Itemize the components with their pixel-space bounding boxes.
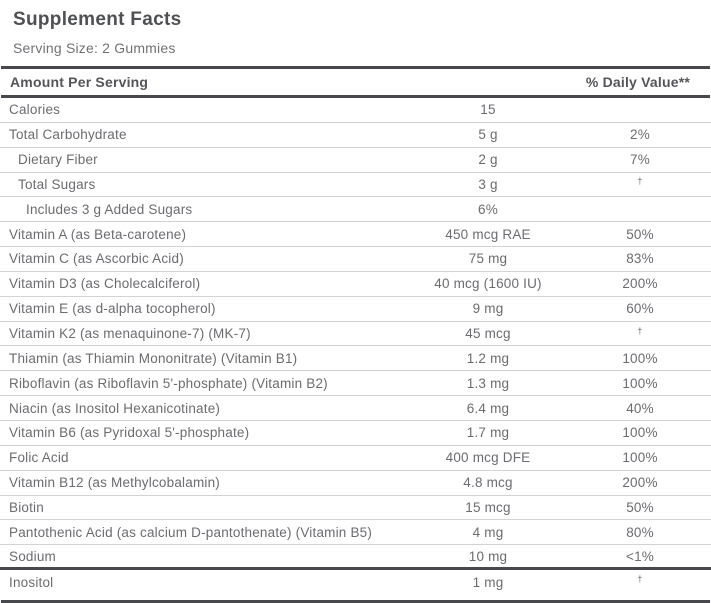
nutrient-label: Vitamin K2 (as menaquinone-7) (MK-7) <box>9 326 251 342</box>
table-row: Dietary Fiber 2 g 7% <box>0 148 711 173</box>
table-header-row: Amount Per Serving % Daily Value** <box>0 69 711 95</box>
table-row: Biotin 15 mcg 50% <box>0 496 711 521</box>
table-row: Vitamin B12 (as Methylcobalamin) 4.8 mcg… <box>0 471 711 496</box>
nutrient-amount: 3 g <box>478 176 498 192</box>
nutrient-daily-value: † <box>637 574 643 585</box>
nutrient-label: Total Carbohydrate <box>9 127 127 143</box>
nutrient-label: Niacin (as Inositol Hexanicotinate) <box>9 400 221 416</box>
table-row: Total Sugars 3 g † <box>0 173 711 198</box>
thick-divider-header <box>1 95 710 98</box>
nutrient-amount: 15 <box>480 102 496 118</box>
table-row: Vitamin C (as Ascorbic Acid) 75 mg 83% <box>0 247 711 272</box>
nutrient-amount: 450 mcg RAE <box>445 226 531 242</box>
nutrient-amount: 10 mg <box>468 548 508 564</box>
nutrient-daily-value: 2% <box>630 127 650 143</box>
nutrient-amount: 75 mg <box>468 251 508 267</box>
table-row: Vitamin D3 (as Cholecalciferol) 40 mcg (… <box>0 272 711 297</box>
nutrient-amount: 4 mg <box>472 524 504 540</box>
nutrient-label: Dietary Fiber <box>18 152 98 168</box>
nutrient-daily-value: 80% <box>626 524 654 540</box>
nutrient-daily-value: 200% <box>622 475 658 491</box>
nutrient-rows: Calories 15 Total Carbohydrate 5 g 2% Di… <box>0 98 711 595</box>
table-row: Vitamin B6 (as Pyridoxal 5'-phosphate) 1… <box>0 421 711 446</box>
nutrient-amount: 9 mg <box>472 301 504 317</box>
nutrient-label: Biotin <box>9 499 44 515</box>
table-row: Includes 3 g Added Sugars 6% <box>0 197 711 223</box>
nutrient-amount: 15 mcg <box>465 499 511 515</box>
nutrient-amount: 1.7 mg <box>466 425 510 441</box>
table-row: Vitamin K2 (as menaquinone-7) (MK-7) 45 … <box>0 322 711 347</box>
nutrient-label: Vitamin D3 (as Cholecalciferol) <box>9 276 201 292</box>
nutrient-daily-value: 100% <box>622 425 658 441</box>
nutrient-amount: 5 g <box>478 127 498 143</box>
nutrient-amount: 45 mcg <box>465 326 511 342</box>
nutrient-label: Calories <box>9 102 61 118</box>
thick-divider-top <box>1 66 710 69</box>
nutrient-label: Thiamin (as Thiamin Mononitrate) (Vitami… <box>9 350 298 366</box>
daily-value-header: % Daily Value** <box>585 74 690 90</box>
nutrient-amount: 40 mcg (1600 IU) <box>434 276 542 292</box>
nutrient-amount: 6% <box>478 201 498 217</box>
nutrient-daily-value: † <box>637 176 643 187</box>
nutrient-label: Vitamin B12 (as Methylcobalamin) <box>9 475 220 491</box>
table-row: Pantothenic Acid (as calcium D-pantothen… <box>0 520 711 546</box>
table-row: Sodium 10 mg <1% <box>0 545 711 571</box>
nutrient-label: Pantothenic Acid (as calcium D-pantothen… <box>9 524 373 540</box>
table-row: Vitamin A (as Beta-carotene) 450 mcg RAE… <box>0 222 711 248</box>
nutrient-amount: 1.3 mg <box>466 375 510 391</box>
nutrient-daily-value: † <box>637 325 643 336</box>
nutrient-label: Vitamin E (as d-alpha tocopherol) <box>9 301 216 317</box>
serving-size-text: Serving Size: 2 Gummies <box>13 40 176 56</box>
nutrient-daily-value: 100% <box>622 375 658 391</box>
table-row: Calories 15 <box>0 98 711 123</box>
table-row: Total Carbohydrate 5 g 2% <box>0 123 711 148</box>
table-row: Riboflavin (as Riboflavin 5'-phosphate) … <box>0 371 711 397</box>
nutrient-label: Includes 3 g Added Sugars <box>26 201 193 217</box>
nutrient-label: Inositol <box>9 574 54 590</box>
nutrient-daily-value: 7% <box>630 152 650 168</box>
nutrient-daily-value: 100% <box>622 450 658 466</box>
nutrient-label: Vitamin C (as Ascorbic Acid) <box>9 251 184 267</box>
nutrient-daily-value: 50% <box>626 226 654 242</box>
nutrient-daily-value: 83% <box>626 251 654 267</box>
nutrient-amount: 4.8 mcg <box>463 475 513 491</box>
nutrient-label: Total Sugars <box>18 176 96 192</box>
table-row: Folic Acid 400 mcg DFE 100% <box>0 446 711 471</box>
table-row: Thiamin (as Thiamin Mononitrate) (Vitami… <box>0 346 711 372</box>
thick-divider-bottom <box>1 599 710 603</box>
nutrient-label: Folic Acid <box>9 450 69 466</box>
nutrient-amount: 6.4 mg <box>466 400 510 416</box>
nutrient-daily-value: <1% <box>626 548 654 564</box>
panel-title: Supplement Facts <box>13 9 182 30</box>
table-row: Inositol 1 mg † <box>0 570 711 595</box>
nutrient-amount: 400 mcg DFE <box>445 450 531 466</box>
nutrient-label: Vitamin A (as Beta-carotene) <box>9 226 187 242</box>
table-row: Vitamin E (as d-alpha tocopherol) 9 mg 6… <box>0 297 711 322</box>
nutrient-daily-value: 50% <box>626 499 654 515</box>
nutrient-daily-value: 200% <box>622 276 658 292</box>
nutrient-label: Vitamin B6 (as Pyridoxal 5'-phosphate) <box>9 425 250 441</box>
nutrient-amount: 1.2 mg <box>466 350 510 366</box>
table-row: Niacin (as Inositol Hexanicotinate) 6.4 … <box>0 396 711 421</box>
nutrient-label: Riboflavin (as Riboflavin 5'-phosphate) … <box>9 375 328 391</box>
nutrient-daily-value: 100% <box>622 350 658 366</box>
nutrient-daily-value: 40% <box>626 400 654 416</box>
nutrient-amount: 1 mg <box>472 574 504 590</box>
nutrient-daily-value: 60% <box>626 301 654 317</box>
nutrient-label: Sodium <box>9 548 56 564</box>
nutrient-amount: 2 g <box>478 152 498 168</box>
amount-per-serving-header: Amount Per Serving <box>10 74 149 90</box>
